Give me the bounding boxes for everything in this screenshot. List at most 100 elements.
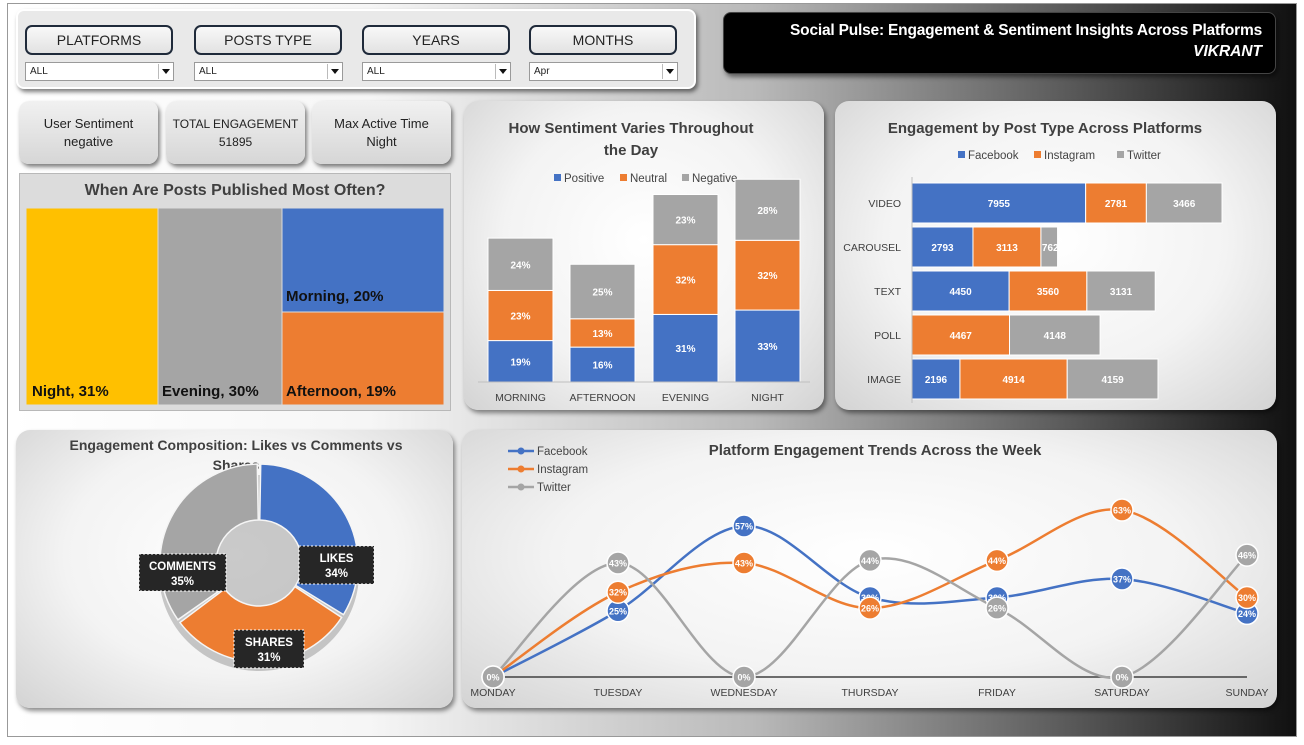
x-axis-tick-label: SATURDAY <box>1094 687 1150 699</box>
months-select-value: Apr <box>534 66 550 77</box>
chevron-down-icon[interactable] <box>662 64 676 79</box>
data-label: 0% <box>486 673 499 683</box>
kpi-value: negative <box>63 134 114 149</box>
bar-segment-negative[interactable] <box>652 194 719 246</box>
bar-segment-neutral[interactable] <box>652 244 719 315</box>
legend-label-facebook: Facebook <box>968 150 1019 162</box>
kpi-value: Night <box>366 134 397 149</box>
data-label: 2196 <box>925 375 948 386</box>
donut-label-value: 35% <box>171 576 194 588</box>
data-point-twitter[interactable] <box>858 548 882 573</box>
bar-segment-neutral[interactable] <box>734 239 801 311</box>
treemap-chart: Night, 31% Evening, 30% Morning, 20% Aft… <box>25 207 445 406</box>
data-point-twitter[interactable] <box>985 596 1009 620</box>
bar-segment-negative[interactable] <box>569 263 636 320</box>
dashboard-title-box: Social Pulse: Engagement & Sentiment Ins… <box>723 12 1276 74</box>
data-label: 23% <box>510 312 530 323</box>
data-point-twitter[interactable] <box>481 665 505 689</box>
treemap-label-afternoon: Afternoon, 19% <box>286 383 396 400</box>
data-point-instagram[interactable] <box>732 551 756 575</box>
bar-segment-neutral[interactable] <box>569 318 636 348</box>
data-label: 0% <box>1115 673 1128 683</box>
bar-segment-twitter[interactable] <box>1009 314 1101 356</box>
data-point-twitter[interactable] <box>606 551 630 575</box>
bar-segment-twitter[interactable] <box>1066 358 1159 400</box>
bar-segment-instagram[interactable] <box>1008 270 1088 312</box>
years-slicer-button[interactable]: YEARS <box>362 25 510 55</box>
months-select[interactable]: Apr <box>529 62 678 81</box>
data-label: 30% <box>1238 593 1256 603</box>
kpi-total-engagement: TOTAL ENGAGEMENT 51895 <box>166 101 305 164</box>
legend-swatch-negative <box>682 174 689 181</box>
chevron-down-icon[interactable] <box>158 64 172 79</box>
posts-type-slicer-button[interactable]: POSTS TYPE <box>194 25 342 55</box>
treemap-cell-afternoon[interactable] <box>281 311 445 406</box>
donut-label-name: SHARES <box>245 637 293 649</box>
sentiment-title-line2: the Day <box>603 142 659 159</box>
treemap-panel: When Are Posts Published Most Often? Nig… <box>19 173 451 411</box>
donut-label-name: LIKES <box>320 553 354 565</box>
bar-segment-facebook[interactable] <box>911 182 1087 224</box>
bar-segment-negative[interactable] <box>487 237 554 291</box>
data-label: 2793 <box>931 243 954 254</box>
bar-segment-positive[interactable] <box>652 313 719 383</box>
data-point-instagram[interactable] <box>985 548 1009 573</box>
bar-segment-instagram[interactable] <box>1085 182 1147 224</box>
kpi-label: Max Active Time <box>334 116 429 131</box>
chevron-down-icon[interactable] <box>495 64 509 79</box>
platforms-slicer-button[interactable]: PLATFORMS <box>25 25 173 55</box>
data-label: 32% <box>675 276 695 287</box>
legend-label-facebook: Facebook <box>537 446 588 458</box>
years-select[interactable]: ALL <box>362 62 511 81</box>
platforms-select-value: ALL <box>30 66 48 77</box>
posts-type-select[interactable]: ALL <box>194 62 343 81</box>
trend-chart-title: Platform Engagement Trends Across the We… <box>708 442 1042 459</box>
data-point-twitter[interactable] <box>732 665 756 689</box>
treemap-label-morning: Morning, 20% <box>286 288 384 305</box>
data-label: 2781 <box>1105 199 1128 210</box>
bar-segment-negative[interactable] <box>734 178 801 241</box>
data-label: 4467 <box>950 331 973 342</box>
data-point-instagram[interactable] <box>606 580 630 604</box>
data-label: 0% <box>737 673 750 683</box>
data-point-instagram[interactable] <box>1235 585 1259 610</box>
donut-chart: LIKES 34% SHARES 31% COMMENTS 35% <box>138 463 375 671</box>
data-point-facebook[interactable] <box>732 514 756 538</box>
bar-segment-positive[interactable] <box>734 309 801 383</box>
treemap-cell-night[interactable] <box>25 207 159 406</box>
weekly-trend-panel: Platform Engagement Trends Across the We… <box>462 430 1277 708</box>
data-label: 7955 <box>988 199 1011 210</box>
bar-segment-twitter[interactable] <box>1086 270 1156 312</box>
platforms-select[interactable]: ALL <box>25 62 174 81</box>
data-label: 13% <box>592 329 612 340</box>
x-axis-tick-label: WEDNESDAY <box>711 687 778 699</box>
data-point-twitter[interactable] <box>1235 543 1259 567</box>
data-point-instagram[interactable] <box>858 596 882 620</box>
data-label: 32% <box>757 271 777 282</box>
kpi-label: User Sentiment <box>43 116 134 131</box>
data-point-facebook[interactable] <box>1110 567 1134 591</box>
legend-swatch-positive <box>554 174 561 181</box>
data-point-instagram[interactable] <box>1110 498 1134 522</box>
legend-swatch-facebook <box>958 151 965 158</box>
months-slicer-button[interactable]: MONTHS <box>529 25 677 55</box>
data-label: 3466 <box>1173 199 1196 210</box>
data-label: 26% <box>861 604 879 614</box>
chevron-down-icon[interactable] <box>327 64 341 79</box>
bar-segment-positive[interactable] <box>569 346 636 383</box>
data-label: 33% <box>757 342 777 353</box>
legend-swatch-twitter <box>1117 151 1124 158</box>
donut-label-box <box>233 629 305 669</box>
treemap-cell-evening[interactable] <box>157 207 283 406</box>
y-axis-tick-label: CAROUSEL <box>843 242 901 254</box>
data-point-twitter[interactable] <box>1110 665 1134 689</box>
bar-segment-twitter[interactable] <box>1040 226 1059 268</box>
x-axis-tick-label: TUESDAY <box>594 687 643 699</box>
data-label: 3560 <box>1037 287 1060 298</box>
bar-segment-twitter[interactable] <box>1145 182 1223 224</box>
weekly-trend-chart: Facebook Instagram Twitter MONDAY TUESDAY WED… <box>470 446 1268 699</box>
engagement-post-chart: Facebook Instagram Twitter VIDEO 7955 2781 346… <box>843 150 1223 403</box>
legend-swatch-instagram <box>1034 151 1041 158</box>
y-axis-tick-label: TEXT <box>874 286 901 298</box>
data-label: 37% <box>1113 574 1131 584</box>
